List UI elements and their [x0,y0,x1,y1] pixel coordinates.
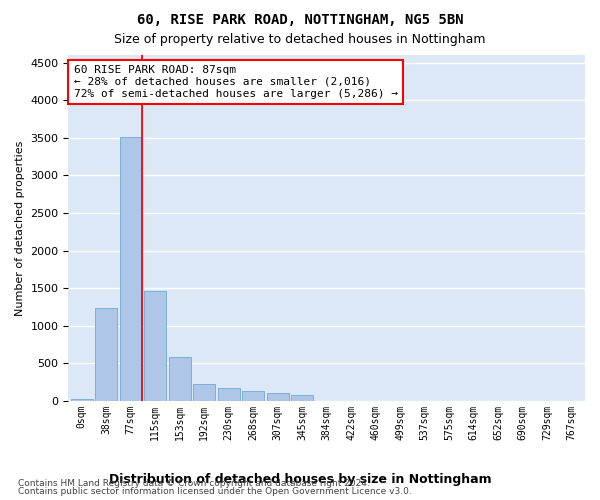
Text: 729sqm: 729sqm [542,404,552,440]
Text: 230sqm: 230sqm [224,404,234,440]
Bar [242,391,264,401]
Text: 460sqm: 460sqm [371,404,380,440]
Text: 0sqm: 0sqm [77,404,87,428]
Text: 192sqm: 192sqm [199,404,209,440]
Text: 767sqm: 767sqm [566,404,577,440]
Bar [95,308,118,401]
Text: 77sqm: 77sqm [126,404,136,434]
Text: Distribution of detached houses by size in Nottingham: Distribution of detached houses by size … [109,472,491,486]
Bar [120,137,142,401]
Text: 153sqm: 153sqm [175,404,185,440]
Text: 537sqm: 537sqm [419,404,430,440]
Bar [169,356,191,401]
Text: 690sqm: 690sqm [518,404,527,440]
Text: 384sqm: 384sqm [322,404,332,440]
Text: 60, RISE PARK ROAD, NOTTINGHAM, NG5 5BN: 60, RISE PARK ROAD, NOTTINGHAM, NG5 5BN [137,12,463,26]
Bar [267,392,289,401]
Text: Size of property relative to detached houses in Nottingham: Size of property relative to detached ho… [114,32,486,46]
Bar [145,291,166,401]
Text: 499sqm: 499sqm [395,404,405,440]
Bar [291,395,313,401]
Bar [193,384,215,401]
Text: 614sqm: 614sqm [469,404,479,440]
Bar [218,388,240,401]
Text: Contains HM Land Registry data © Crown copyright and database right 2024.: Contains HM Land Registry data © Crown c… [18,478,370,488]
Text: 38sqm: 38sqm [101,404,112,434]
Text: 268sqm: 268sqm [248,404,258,440]
Text: 115sqm: 115sqm [151,404,160,440]
Bar [71,400,93,401]
Y-axis label: Number of detached properties: Number of detached properties [15,140,25,316]
Text: 575sqm: 575sqm [444,404,454,440]
Text: 422sqm: 422sqm [346,404,356,440]
Text: 652sqm: 652sqm [493,404,503,440]
Text: 345sqm: 345sqm [297,404,307,440]
Text: 307sqm: 307sqm [273,404,283,440]
Text: Contains public sector information licensed under the Open Government Licence v3: Contains public sector information licen… [18,487,412,496]
Text: 60 RISE PARK ROAD: 87sqm
← 28% of detached houses are smaller (2,016)
72% of sem: 60 RISE PARK ROAD: 87sqm ← 28% of detach… [74,66,398,98]
